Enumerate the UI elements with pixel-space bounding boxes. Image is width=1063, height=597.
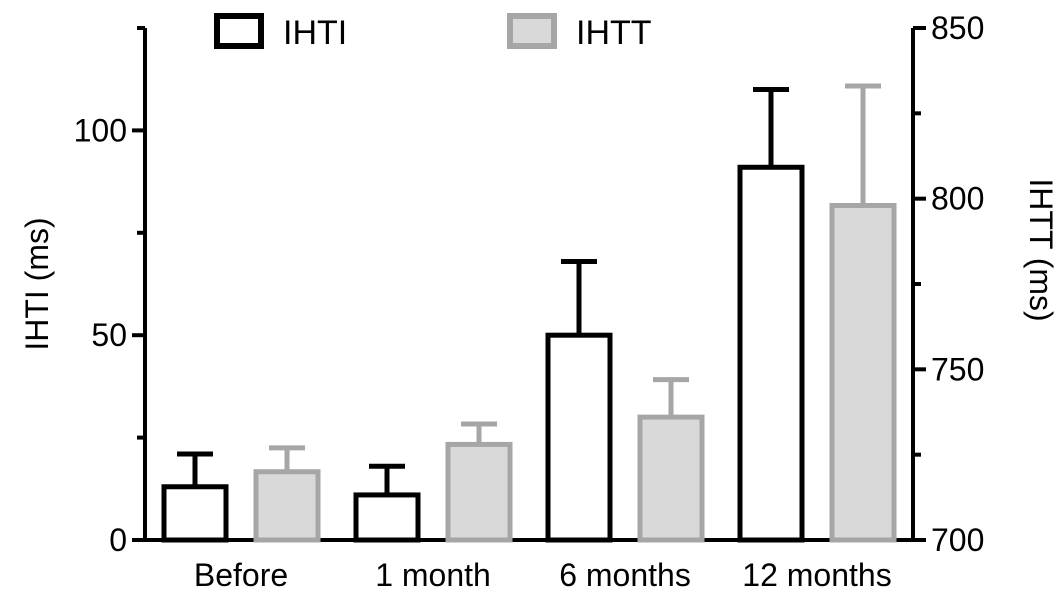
legend-swatch-ihtt (507, 13, 557, 49)
legend-swatch-ihti (214, 13, 264, 49)
left-tick-label: 0 (109, 522, 127, 558)
left-tick-label: 100 (74, 112, 127, 148)
left-tick-label: 50 (91, 317, 127, 353)
right-axis-title: IHTT (ms) (1023, 178, 1059, 321)
left-axis-title: IHTI (ms) (19, 217, 55, 350)
right-tick-label: 700 (931, 522, 984, 558)
axes: 0 50 100 700 750 800 850 IHTI (ms) IHTT (ms) Befo… (19, 10, 1059, 593)
bar-ihtt (253, 469, 321, 543)
legend: IHTI IHTT (214, 13, 652, 52)
bar-ihti (353, 492, 421, 543)
bar-ihtt (445, 441, 513, 543)
legend-label: IHTI (283, 14, 347, 52)
right-tick-label: 850 (931, 10, 984, 46)
bar-ihti (545, 332, 613, 543)
bar-ihtt (829, 202, 897, 543)
bar-ihti (737, 164, 805, 543)
right-tick-label: 750 (931, 351, 984, 387)
legend-label: IHTT (576, 14, 652, 52)
category-label: 1 month (375, 557, 491, 593)
bar-ihti (161, 484, 229, 543)
category-label: Before (194, 557, 288, 593)
bars (161, 83, 897, 543)
category-label: 6 months (559, 557, 691, 593)
bar-ihtt (637, 414, 705, 543)
category-label: 12 months (742, 557, 891, 593)
right-tick-label: 800 (931, 181, 984, 217)
